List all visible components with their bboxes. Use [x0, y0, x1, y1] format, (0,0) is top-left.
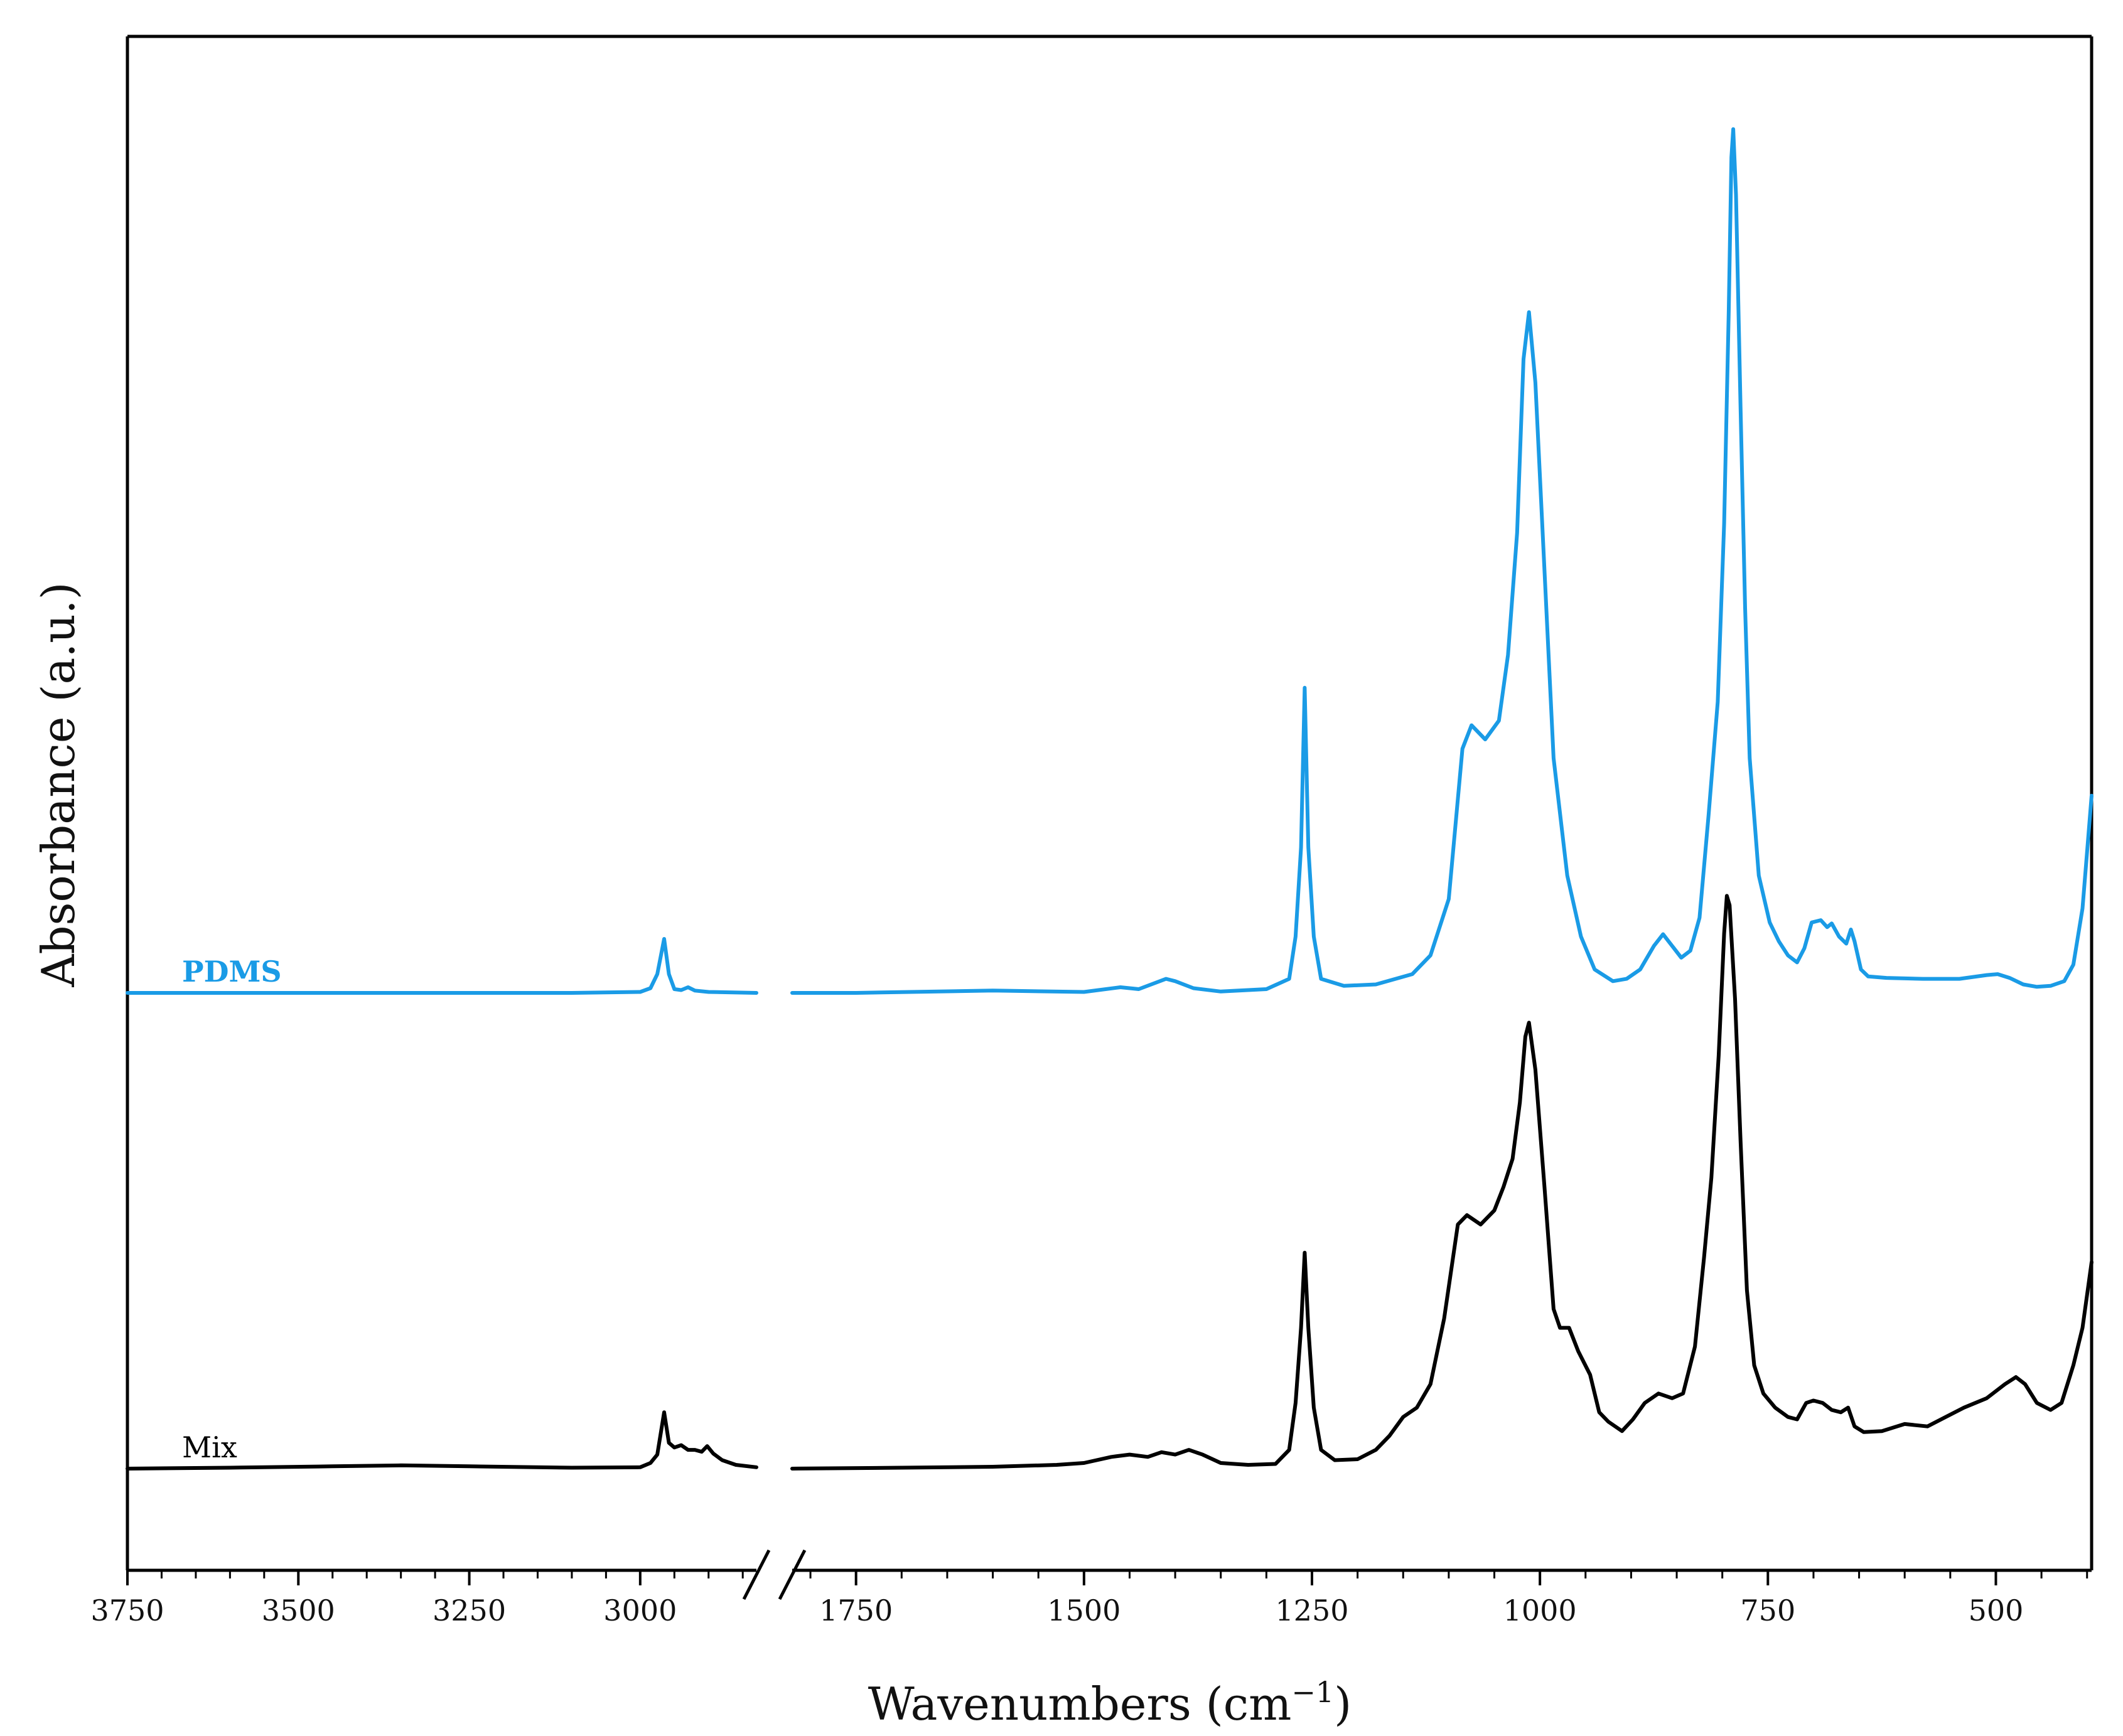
x-tick-label: 1000	[1503, 1594, 1577, 1627]
series-line-pdms-right	[790, 127, 2093, 995]
plot-frame	[126, 35, 2093, 1572]
x-tick-label: 1500	[1047, 1594, 1121, 1627]
series-labels-layer: PDMS Mix	[182, 955, 282, 1464]
axis-break-mark-2	[778, 1549, 807, 1600]
series-line-pdms-left	[126, 937, 758, 995]
x-tick-label: 750	[1740, 1594, 1795, 1627]
x-ticks-layer: 3750 3500 3250 3000 1750 1500 1250 1000 750 500	[90, 1570, 2088, 1627]
x-tick-label: 3250	[433, 1594, 506, 1627]
x-tick-label: 3500	[262, 1594, 335, 1627]
axis-break-mark-1	[742, 1549, 771, 1600]
series-layer	[126, 127, 2093, 1471]
x-tick-label: 1250	[1275, 1594, 1348, 1627]
y-axis-label: Absorbance (a.u.)	[32, 582, 85, 987]
series-line-mix-left	[126, 1410, 758, 1471]
x-axis-label: Wavenumbers (cm−1)	[868, 1675, 1352, 1730]
series-label-pdms: PDMS	[182, 955, 282, 989]
x-tick-label: 3000	[603, 1594, 677, 1627]
x-tick-label: 1750	[819, 1594, 893, 1627]
axis-break-layer	[742, 1549, 807, 1600]
x-tick-label: 3750	[90, 1594, 164, 1627]
x-tick-label: 500	[1969, 1594, 2024, 1627]
series-line-mix-right	[790, 894, 2093, 1471]
series-label-mix: Mix	[182, 1430, 237, 1464]
